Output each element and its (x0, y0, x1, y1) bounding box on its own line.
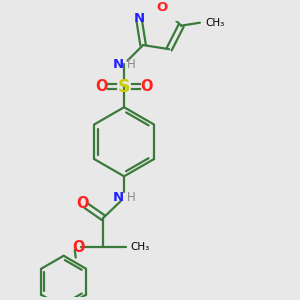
Text: N: N (134, 13, 145, 26)
Text: O: O (72, 240, 84, 255)
Text: S: S (118, 77, 130, 95)
Text: H: H (127, 190, 136, 203)
Text: O: O (140, 79, 153, 94)
Text: O: O (76, 196, 89, 211)
Text: O: O (95, 79, 108, 94)
Text: O: O (157, 1, 168, 13)
Text: CH₃: CH₃ (205, 18, 224, 28)
Text: CH₃: CH₃ (130, 242, 149, 252)
Text: H: H (127, 58, 136, 70)
Text: N: N (112, 190, 123, 203)
Text: N: N (113, 58, 124, 70)
